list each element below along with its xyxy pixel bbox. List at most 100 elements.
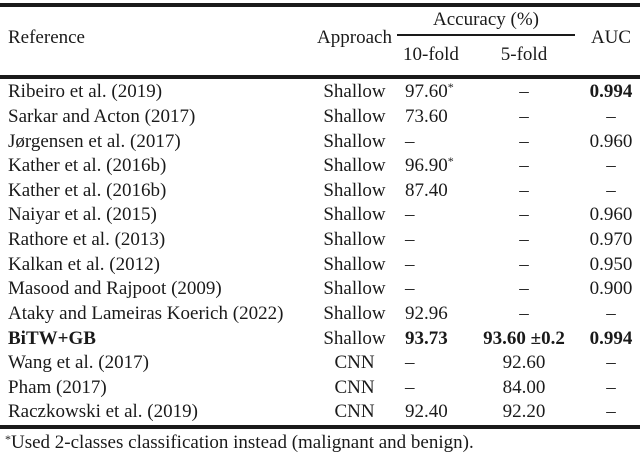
cell-reference: Kather et al. (2016b) [8, 155, 167, 177]
cell-10fold-value: 97.60 [405, 81, 448, 103]
cell-10fold: – [405, 376, 415, 398]
cell-10fold: 73.60 [405, 105, 448, 127]
cell-10fold: – [405, 229, 415, 251]
cell-10fold: – [405, 278, 415, 300]
cell-auc: – [606, 352, 616, 374]
cell-approach: CNN [334, 376, 375, 398]
cell-reference: Wang et al. (2017) [8, 352, 149, 374]
table-row: Ribeiro et al. (2019) Shallow 97.60* – 0… [0, 80, 640, 105]
cell-5fold: – [519, 253, 529, 275]
table-row: Kather et al. (2016b) Shallow 87.40 – – [0, 179, 640, 204]
cell-10fold: 87.40 [405, 179, 448, 201]
cell-approach: Shallow [323, 253, 386, 275]
table-row: Sarkar and Acton (2017) Shallow 73.60 – … [0, 105, 640, 130]
table-row: Jørgensen et al. (2017) Shallow – – 0.96… [0, 129, 640, 154]
cell-approach: CNN [334, 352, 375, 374]
cell-5fold: – [519, 204, 529, 226]
cell-reference: Sarkar and Acton (2017) [8, 105, 196, 127]
cell-auc: 0.994 [589, 81, 633, 103]
table-row: Kalkan et al. (2012) Shallow – – 0.950 [0, 252, 640, 277]
cell-reference: Kather et al. (2016b) [8, 179, 167, 201]
column-header-reference: Reference [8, 27, 85, 48]
cell-10fold-value: 96.90 [405, 155, 448, 177]
cell-5fold: – [519, 278, 529, 300]
column-header-10fold: 10-fold [403, 44, 459, 65]
cell-10fold: 97.60* [397, 81, 476, 103]
asterisk-marker: * [447, 154, 454, 169]
cell-5fold: 84.00 [502, 376, 546, 398]
cell-5fold: 92.60 [502, 352, 546, 374]
cell-5fold: – [519, 105, 529, 127]
cell-approach: Shallow [323, 302, 386, 324]
cell-10fold: – [405, 253, 415, 275]
cell-approach: Shallow [323, 105, 386, 127]
cell-approach: Shallow [323, 204, 386, 226]
table-footnote: *Used 2-classes classification instead (… [5, 432, 474, 454]
table-bottom-rule [0, 425, 640, 429]
cell-auc: 0.960 [589, 130, 633, 152]
column-header-accuracy-group: Accuracy (%) [432, 9, 539, 30]
column-header-auc: AUC [590, 27, 632, 48]
footnote-text: Used 2-classes classification instead (m… [11, 432, 474, 453]
cell-5fold: – [519, 130, 529, 152]
cell-reference: Masood and Rajpoot (2009) [8, 278, 222, 300]
cell-5fold: – [519, 81, 529, 103]
cell-approach: Shallow [323, 81, 386, 103]
cell-5fold: – [519, 155, 529, 177]
cell-reference: Kalkan et al. (2012) [8, 253, 160, 275]
cell-approach: CNN [334, 401, 375, 423]
cell-5fold: 92.20 [502, 401, 546, 423]
asterisk-marker: * [447, 80, 454, 95]
table-row: Wang et al. (2017) CNN – 92.60 – [0, 351, 640, 376]
cell-approach: Shallow [323, 155, 386, 177]
table-row: Rathore et al. (2013) Shallow – – 0.970 [0, 228, 640, 253]
cell-5fold: – [519, 302, 529, 324]
cell-10fold: 92.96 [405, 302, 448, 324]
cell-reference: Pham (2017) [8, 376, 107, 398]
cell-reference: BiTW+GB [8, 327, 96, 349]
cell-10fold: 96.90* [397, 155, 476, 177]
cell-10fold: 92.40 [405, 401, 448, 423]
cell-approach: Shallow [323, 179, 386, 201]
cell-reference: Rathore et al. (2013) [8, 229, 166, 251]
cell-auc: 0.950 [589, 253, 633, 275]
table-header: Reference Approach Accuracy (%) 10-fold … [0, 0, 640, 80]
cell-reference: Raczkowski et al. (2019) [8, 401, 198, 423]
cell-approach: Shallow [323, 278, 386, 300]
cell-reference: Jørgensen et al. (2017) [8, 130, 181, 152]
cell-auc: – [606, 302, 616, 324]
cell-auc: 0.960 [589, 204, 633, 226]
cell-auc: – [606, 179, 616, 201]
cell-5fold: – [519, 179, 529, 201]
column-header-approach: Approach [317, 27, 392, 48]
cell-10fold: 93.73 [405, 327, 448, 349]
table-row: Masood and Rajpoot (2009) Shallow – – 0.… [0, 277, 640, 302]
cell-auc: – [606, 401, 616, 423]
cell-10fold: – [405, 204, 415, 226]
cell-auc: – [606, 105, 616, 127]
cell-auc: 0.994 [589, 327, 633, 349]
cell-approach: Shallow [323, 327, 386, 349]
table-top-rule [0, 3, 640, 7]
table-row: Raczkowski et al. (2019) CNN 92.40 92.20… [0, 400, 640, 425]
table-row: Naiyar et al. (2015) Shallow – – 0.960 [0, 203, 640, 228]
table-row: Pham (2017) CNN – 84.00 – [0, 376, 640, 401]
cell-auc: 0.970 [589, 229, 633, 251]
cell-approach: Shallow [323, 130, 386, 152]
table-row: Ataky and Lameiras Koerich (2022) Shallo… [0, 302, 640, 327]
cell-5fold: – [519, 229, 529, 251]
table-row: Kather et al. (2016b) Shallow 96.90* – – [0, 154, 640, 179]
column-header-5fold: 5-fold [500, 44, 548, 65]
table-header-rule [0, 75, 640, 79]
cell-10fold: – [405, 130, 415, 152]
footnote-asterisk-marker: * [5, 432, 11, 446]
table-row-proposed-method: BiTW+GB Shallow 93.73 93.60 ±0.2 0.994 [0, 326, 640, 351]
cell-approach: Shallow [323, 229, 386, 251]
cell-10fold: – [405, 352, 415, 374]
cell-reference: Naiyar et al. (2015) [8, 204, 157, 226]
cell-5fold: 93.60 ±0.2 [483, 327, 565, 349]
table-body: Ribeiro et al. (2019) Shallow 97.60* – 0… [0, 80, 640, 425]
cell-reference: Ataky and Lameiras Koerich (2022) [8, 302, 284, 324]
cell-auc: – [606, 155, 616, 177]
